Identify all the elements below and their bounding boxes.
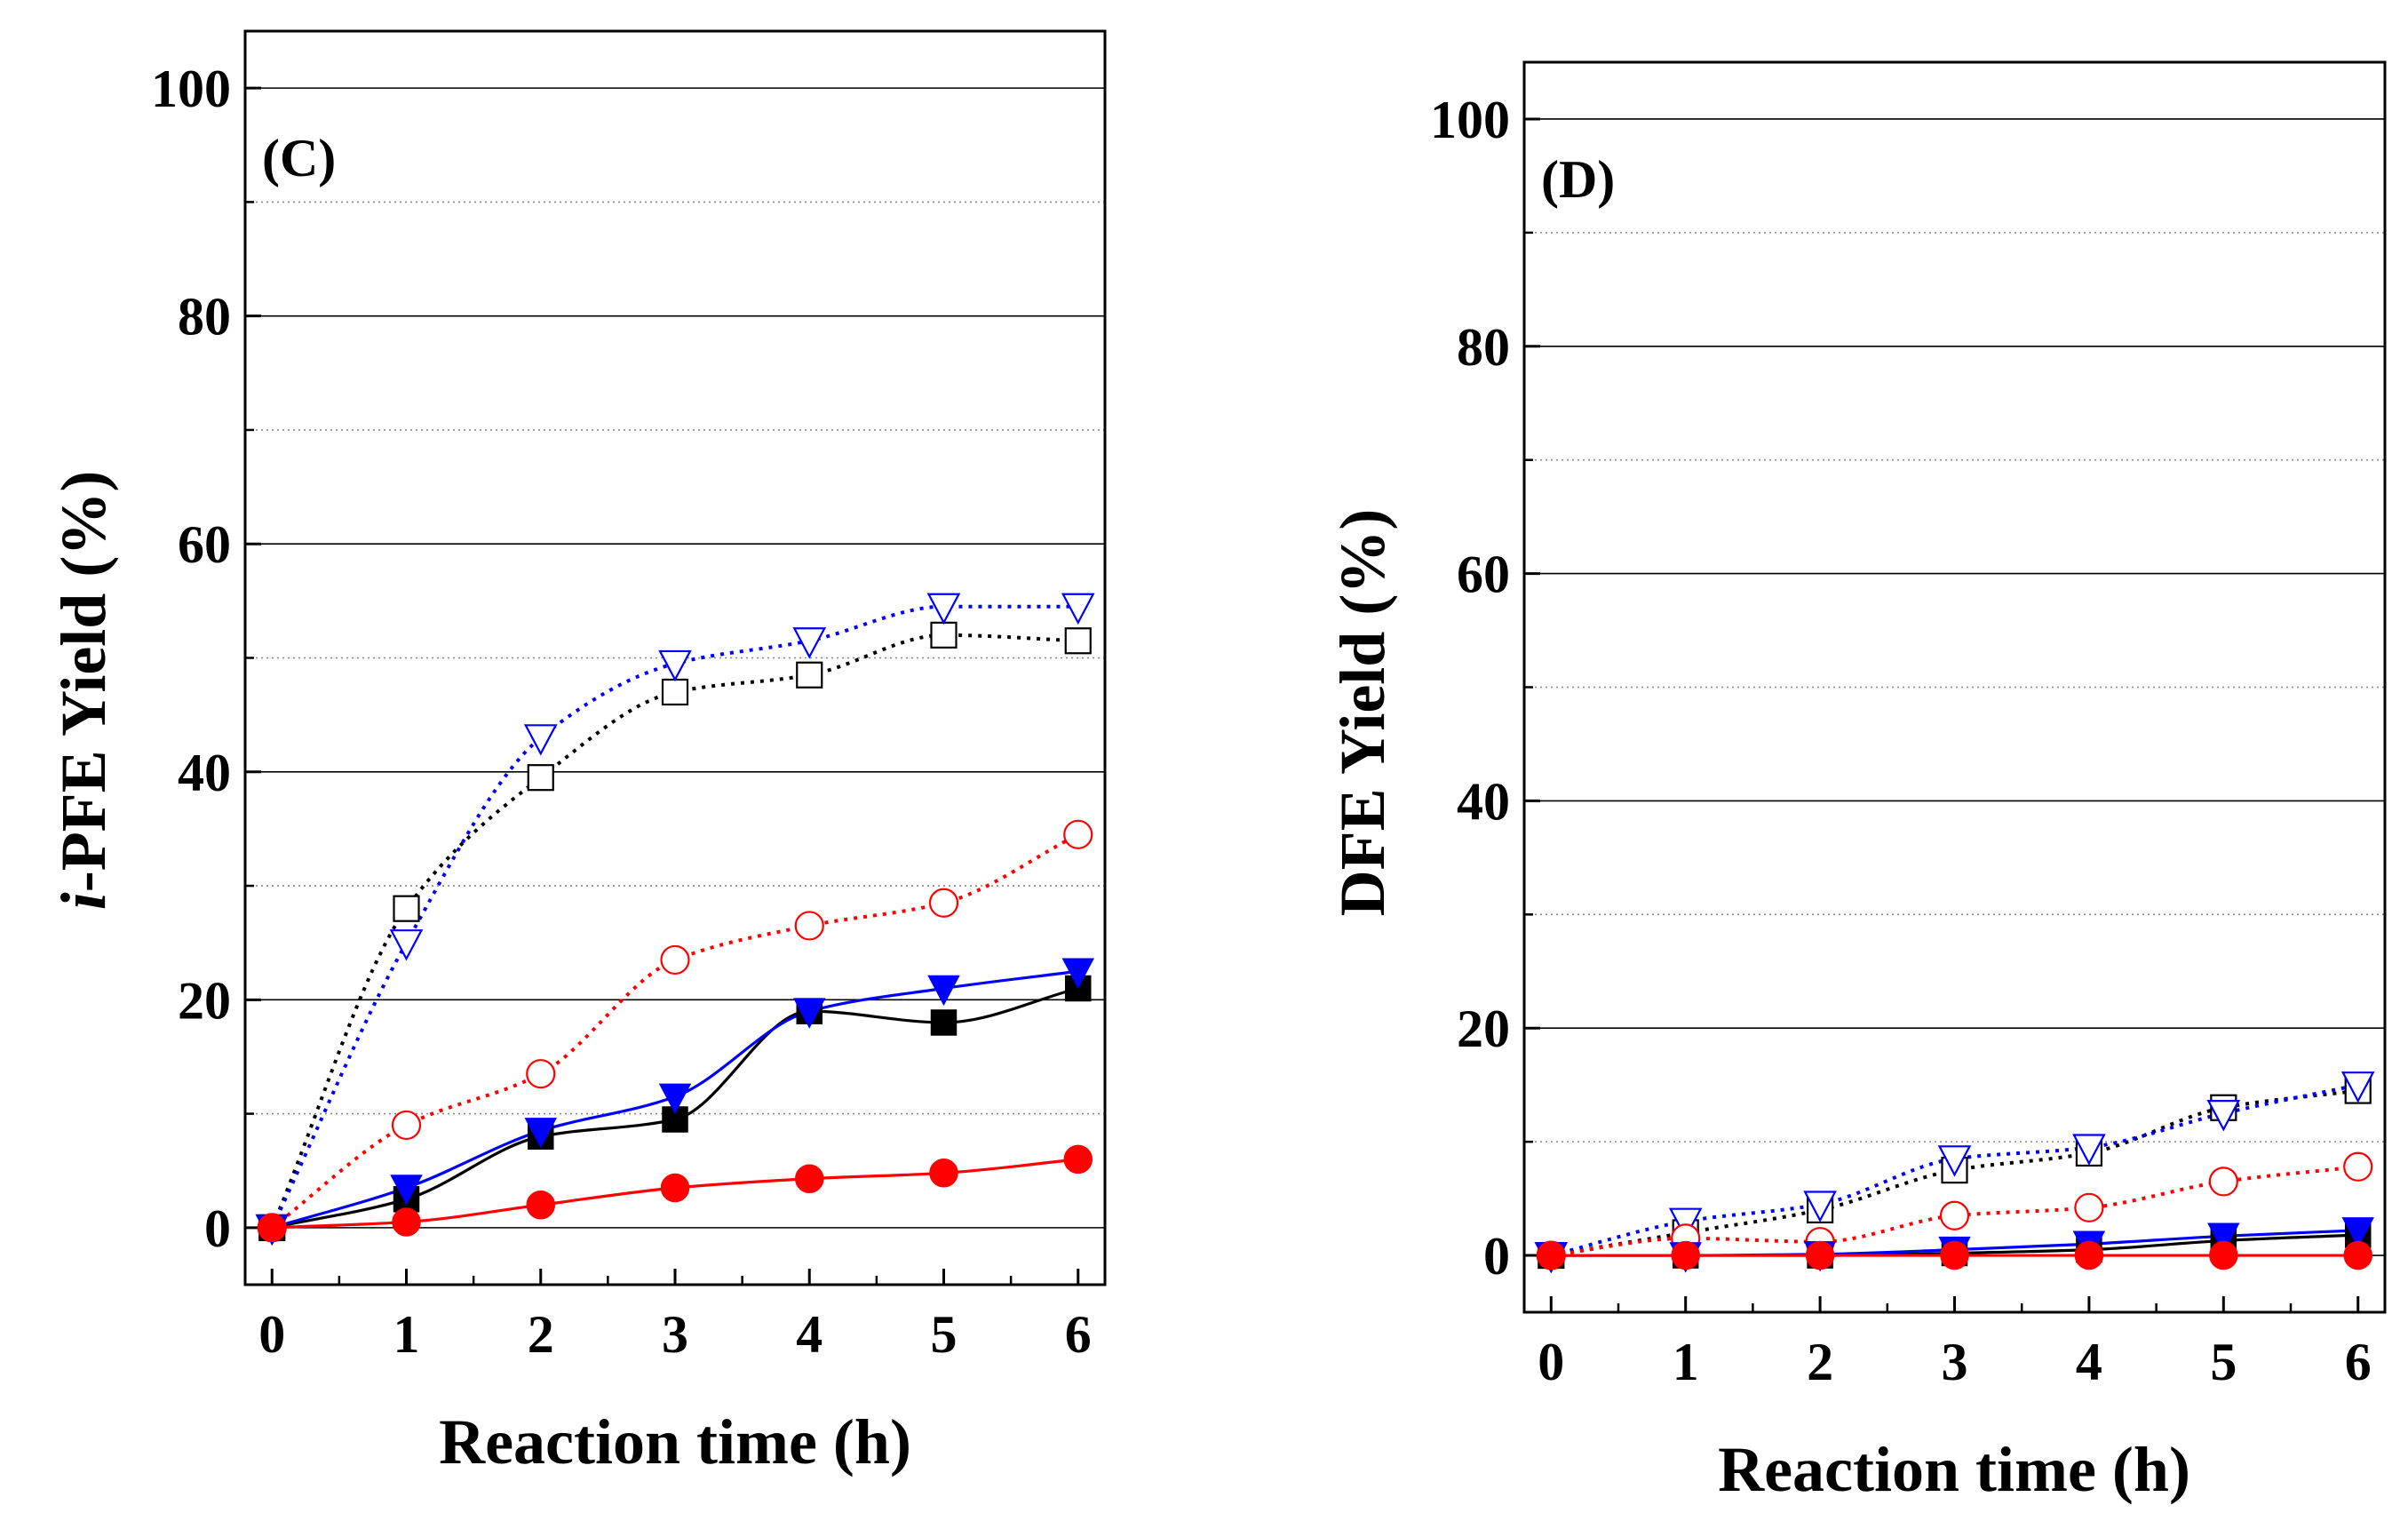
panel-c-x-tick-label: 2 bbox=[528, 1305, 554, 1364]
panel-c-marker-open-square bbox=[527, 764, 554, 792]
panel-c-y-axis-title-italic: i bbox=[48, 892, 119, 910]
panel-c-y-tick-label: 80 bbox=[178, 288, 231, 346]
panel-d-y-tick-label: 80 bbox=[1457, 318, 1510, 377]
panel-c-y-tick-label: 0 bbox=[204, 1199, 231, 1258]
panel-d-y-tick-label: 60 bbox=[1457, 546, 1510, 604]
panel-d-marker-open-circle bbox=[2208, 1167, 2238, 1197]
panel-c-x-tick-label: 3 bbox=[662, 1305, 688, 1364]
panel-c-y-axis-title-rest: -PFE Yield (%) bbox=[48, 471, 119, 893]
panel-d-marker-filled-circle bbox=[2209, 1240, 2238, 1270]
panel-c-marker-filled-circle bbox=[1063, 1144, 1093, 1175]
panel-c-y-tick-label: 100 bbox=[151, 60, 231, 118]
panel-d-y-tick-label: 20 bbox=[1457, 999, 1510, 1058]
panel-d-marker-filled-triangle bbox=[2341, 1217, 2374, 1248]
panel-d-marker-open-circle bbox=[2343, 1151, 2373, 1182]
panel-d-x-tick-label: 2 bbox=[1807, 1333, 1833, 1391]
panel-d-marker-open-circle bbox=[1939, 1200, 1970, 1230]
panel-d-marker-open-triangle bbox=[1937, 1145, 1972, 1177]
panel-d-x-tick-label: 5 bbox=[2210, 1333, 2237, 1391]
panel-d-marker-open-triangle bbox=[2340, 1071, 2375, 1103]
panel-c-marker-open-circle bbox=[391, 1110, 422, 1141]
panel-d-label: (D) bbox=[1541, 150, 1615, 209]
panel-c-marker-open-square bbox=[796, 661, 823, 689]
panel-c-marker-open-triangle bbox=[389, 929, 424, 961]
panel-d-marker-filled-triangle bbox=[2207, 1222, 2240, 1254]
panel-c-marker-open-triangle bbox=[926, 593, 961, 625]
panel-d-grid bbox=[1524, 118, 2385, 1256]
panel-c-marker-filled-circle bbox=[660, 1173, 690, 1203]
panel-c-marker-filled-circle bbox=[258, 1213, 287, 1243]
panel-c-x-tick-label: 0 bbox=[258, 1305, 285, 1364]
panel-c-marker-filled-circle bbox=[929, 1159, 958, 1188]
panel-d-x-tick-label: 6 bbox=[2345, 1333, 2372, 1391]
panel-d-y-tick-label: 0 bbox=[1483, 1227, 1510, 1286]
panel-c-grid bbox=[245, 87, 1105, 1229]
panel-d-marker-filled-circle bbox=[1805, 1240, 1835, 1270]
panel-c-marker-open-square bbox=[393, 895, 420, 922]
panel-c-marker-filled-circle bbox=[392, 1207, 421, 1237]
panel-d-x-tick-label: 3 bbox=[1942, 1333, 1968, 1391]
panel-c-marker-filled-triangle bbox=[524, 1118, 557, 1149]
panel-d-marker-filled-circle bbox=[2343, 1240, 2372, 1270]
panel-d-marker-open-triangle bbox=[1803, 1191, 1837, 1222]
panel-d-x-tick-label: 0 bbox=[1538, 1333, 1564, 1391]
panel-c-chart: (C) Reaction time (h) i-PFE Yield (%) 0 2… bbox=[48, 29, 1107, 1477]
panel-d-marker-filled-circle bbox=[2074, 1240, 2104, 1270]
panel-c-marker-open-square bbox=[930, 621, 958, 649]
panel-c-marker-open-circle bbox=[928, 888, 959, 918]
panel-d-marker-filled-circle bbox=[1537, 1240, 1566, 1270]
panel-c-marker-open-square bbox=[1064, 627, 1092, 655]
panel-c-marker-filled-square bbox=[930, 1009, 958, 1036]
panel-c-marker-filled-circle bbox=[795, 1164, 824, 1193]
panel-c-marker-open-triangle bbox=[792, 627, 827, 659]
panel-c-marker-filled-triangle bbox=[390, 1175, 423, 1206]
panel-d-x-axis-title: Reaction time (h) bbox=[1718, 1434, 2190, 1505]
panel-d-x-tick-label: 1 bbox=[1673, 1333, 1699, 1391]
panel-c-marker-filled-triangle bbox=[658, 1083, 692, 1114]
panel-d-marker-filled-circle bbox=[1940, 1240, 1969, 1270]
panel-c-y-tick-label: 20 bbox=[178, 971, 231, 1030]
panel-d-y-tick-label: 40 bbox=[1457, 772, 1510, 831]
panel-d-chart: (D) Reaction time (h) DFE Yield (%) 0204… bbox=[1327, 60, 2387, 1505]
panel-d-marker-open-triangle bbox=[2206, 1100, 2241, 1132]
panel-d-x-tick-label: 4 bbox=[2076, 1333, 2102, 1391]
panel-c-marker-open-circle bbox=[660, 944, 690, 976]
panel-c-x-tick-label: 5 bbox=[931, 1305, 958, 1364]
panel-c-marker-open-triangle bbox=[1061, 593, 1095, 625]
panel-c-y-tick-label: 40 bbox=[178, 744, 231, 802]
panel-d-marker-open-triangle bbox=[2072, 1134, 2106, 1166]
panel-c-marker-filled-circle bbox=[526, 1190, 555, 1220]
panel-c-marker-open-triangle bbox=[523, 724, 558, 756]
panel-d-y-tick-label: 100 bbox=[1430, 91, 1510, 149]
panel-d-marker-open-triangle bbox=[1668, 1207, 1703, 1240]
panel-c-x-tick-label: 6 bbox=[1065, 1305, 1092, 1364]
panel-c-marker-open-square bbox=[661, 678, 689, 706]
panel-c-y-axis-title: i-PFE Yield (%) bbox=[48, 471, 119, 911]
panel-d-marker-open-circle bbox=[2074, 1192, 2104, 1222]
panel-c-marker-open-triangle bbox=[658, 649, 692, 682]
panel-c-marker-filled-triangle bbox=[793, 998, 826, 1029]
panel-c-x-tick-label: 1 bbox=[393, 1305, 420, 1364]
panel-c-marker-filled-triangle bbox=[927, 975, 960, 1007]
panel-c-marker-open-circle bbox=[526, 1059, 556, 1089]
panel-c-series-line-open-triangle bbox=[270, 604, 1078, 1229]
panel-d-y-axis-title: DFE Yield (%) bbox=[1327, 509, 1398, 917]
panel-c-y-tick-label: 60 bbox=[178, 515, 231, 574]
panel-d-y-axis-title-text: DFE Yield (%) bbox=[1327, 509, 1398, 917]
panel-c-label: (C) bbox=[262, 129, 336, 187]
panel-d-marker-filled-circle bbox=[1671, 1240, 1700, 1270]
panel-c-marker-open-circle bbox=[794, 911, 824, 941]
panel-c-x-axis-title: Reaction time (h) bbox=[439, 1406, 911, 1477]
panel-c-marker-open-circle bbox=[1063, 819, 1093, 849]
panel-c-marker-filled-triangle bbox=[1061, 958, 1094, 989]
panel-c-x-tick-label: 4 bbox=[796, 1305, 823, 1364]
